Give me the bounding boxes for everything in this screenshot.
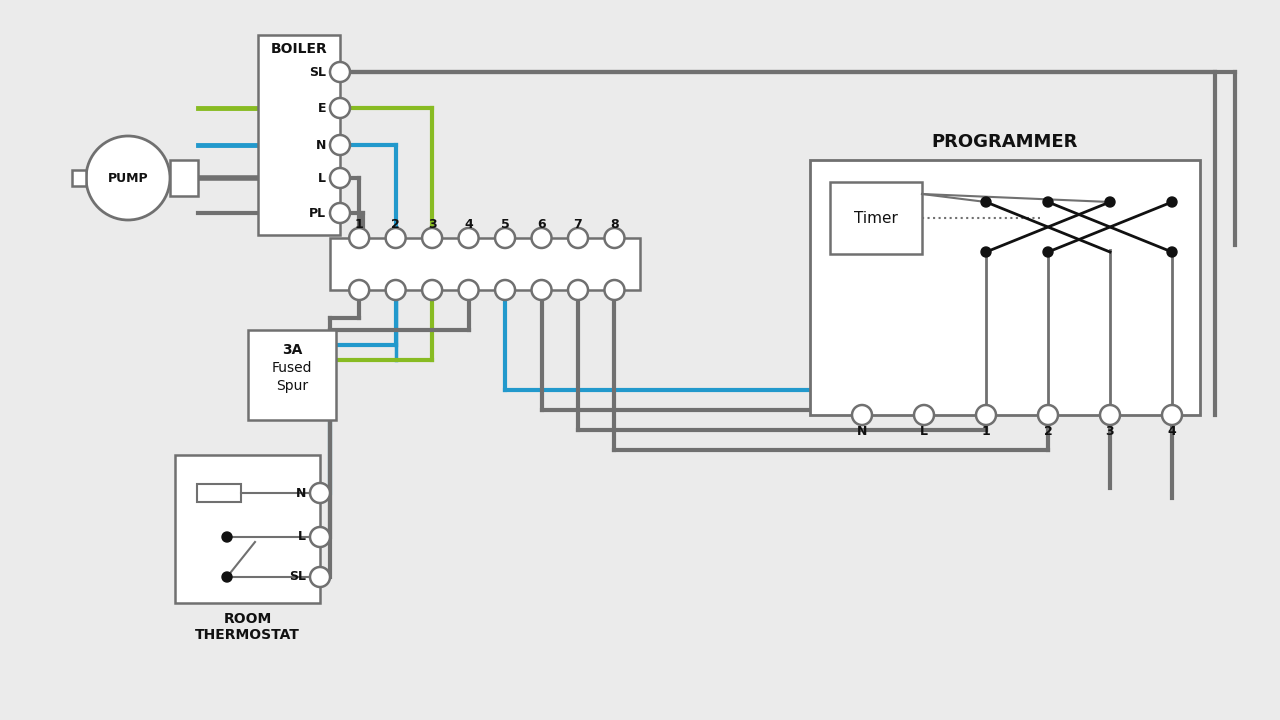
- Circle shape: [495, 280, 515, 300]
- Circle shape: [310, 567, 330, 587]
- Circle shape: [349, 228, 369, 248]
- Text: N: N: [316, 138, 326, 151]
- Circle shape: [1105, 197, 1115, 207]
- Text: PUMP: PUMP: [108, 171, 148, 184]
- Text: 4: 4: [465, 217, 474, 230]
- Circle shape: [349, 280, 369, 300]
- FancyBboxPatch shape: [248, 330, 335, 420]
- Circle shape: [1162, 405, 1181, 425]
- Text: 8: 8: [611, 217, 618, 230]
- Text: 2: 2: [1043, 425, 1052, 438]
- Circle shape: [385, 280, 406, 300]
- Text: Spur: Spur: [276, 379, 308, 393]
- Circle shape: [914, 405, 934, 425]
- Text: SL: SL: [308, 66, 326, 78]
- Text: 3: 3: [428, 217, 436, 230]
- FancyBboxPatch shape: [829, 182, 922, 254]
- Circle shape: [310, 483, 330, 503]
- Circle shape: [1100, 405, 1120, 425]
- Circle shape: [330, 203, 349, 223]
- Circle shape: [330, 135, 349, 155]
- Text: 1: 1: [982, 425, 991, 438]
- Circle shape: [330, 98, 349, 118]
- FancyBboxPatch shape: [175, 455, 320, 603]
- Text: PROGRAMMER: PROGRAMMER: [932, 133, 1078, 151]
- Circle shape: [458, 228, 479, 248]
- Circle shape: [980, 197, 991, 207]
- Circle shape: [975, 405, 996, 425]
- Text: L: L: [317, 171, 326, 184]
- Text: PL: PL: [308, 207, 326, 220]
- Text: THERMOSTAT: THERMOSTAT: [195, 628, 300, 642]
- Circle shape: [221, 572, 232, 582]
- Circle shape: [330, 168, 349, 188]
- Text: Timer: Timer: [854, 210, 899, 225]
- FancyBboxPatch shape: [810, 160, 1199, 415]
- Text: L: L: [920, 425, 928, 438]
- Circle shape: [310, 527, 330, 547]
- Circle shape: [568, 280, 588, 300]
- Text: SL: SL: [289, 570, 306, 583]
- Circle shape: [1043, 197, 1053, 207]
- Circle shape: [385, 228, 406, 248]
- Text: E: E: [317, 102, 326, 114]
- Circle shape: [1043, 247, 1053, 257]
- Circle shape: [980, 247, 991, 257]
- Circle shape: [458, 280, 479, 300]
- Text: L: L: [298, 531, 306, 544]
- Text: ROOM: ROOM: [224, 612, 271, 626]
- Text: 6: 6: [538, 217, 545, 230]
- FancyBboxPatch shape: [197, 484, 241, 502]
- Circle shape: [568, 228, 588, 248]
- Text: Fused: Fused: [271, 361, 312, 375]
- Text: 7: 7: [573, 217, 582, 230]
- Text: 4: 4: [1167, 425, 1176, 438]
- Circle shape: [86, 136, 170, 220]
- Circle shape: [422, 228, 442, 248]
- Circle shape: [330, 62, 349, 82]
- Text: N: N: [856, 425, 867, 438]
- Text: 3A: 3A: [282, 343, 302, 357]
- FancyBboxPatch shape: [259, 35, 340, 235]
- Text: 3: 3: [1106, 425, 1115, 438]
- Circle shape: [422, 280, 442, 300]
- Text: BOILER: BOILER: [270, 42, 328, 56]
- Circle shape: [1167, 247, 1178, 257]
- Circle shape: [531, 228, 552, 248]
- Circle shape: [1038, 405, 1059, 425]
- Text: 5: 5: [500, 217, 509, 230]
- Circle shape: [604, 280, 625, 300]
- FancyBboxPatch shape: [330, 238, 640, 290]
- Text: 1: 1: [355, 217, 364, 230]
- Text: 2: 2: [392, 217, 401, 230]
- Circle shape: [495, 228, 515, 248]
- Circle shape: [852, 405, 872, 425]
- Circle shape: [221, 532, 232, 542]
- Circle shape: [604, 228, 625, 248]
- Text: N: N: [296, 487, 306, 500]
- Circle shape: [531, 280, 552, 300]
- Circle shape: [1167, 197, 1178, 207]
- FancyBboxPatch shape: [170, 160, 198, 196]
- FancyBboxPatch shape: [72, 170, 86, 186]
